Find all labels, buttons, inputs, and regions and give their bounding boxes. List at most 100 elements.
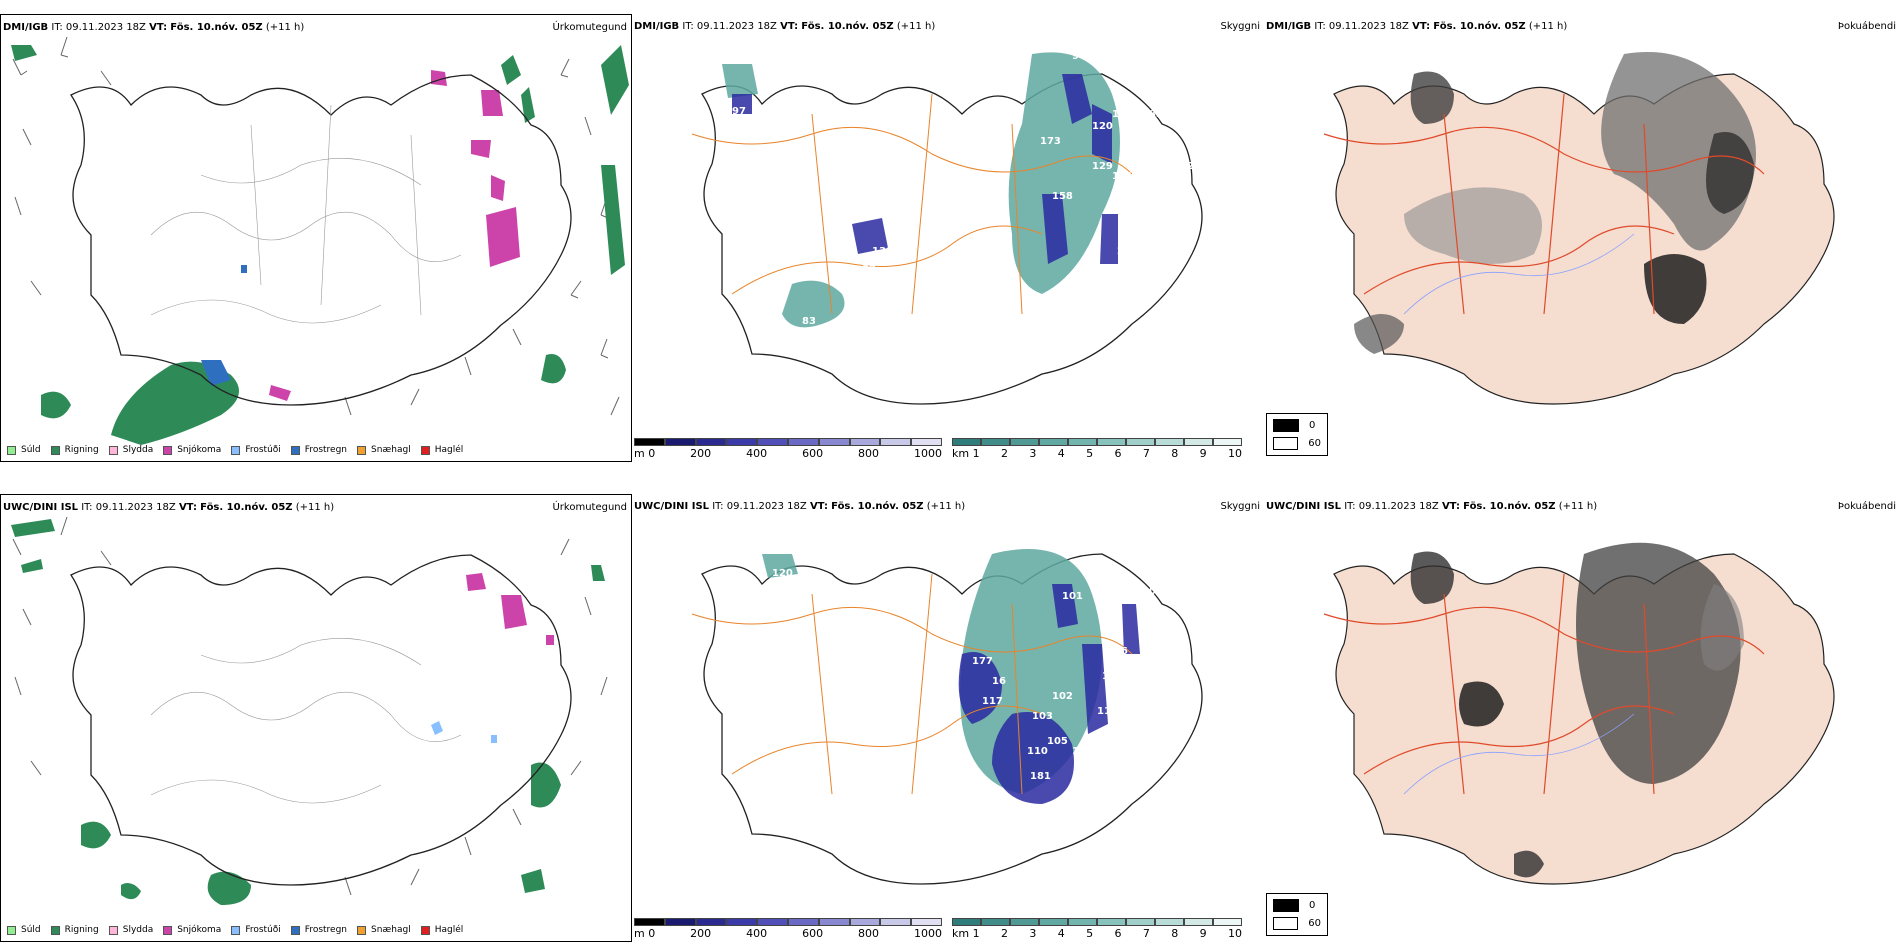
vis-value-label: 158 — [1052, 191, 1073, 202]
colorbar-cell — [849, 918, 881, 926]
legend-swatch — [357, 445, 367, 455]
vis-value-label: 117 — [1097, 706, 1118, 717]
wind-barbs — [12, 36, 620, 416]
legend-item-rigning: Rigning — [50, 925, 99, 935]
colorbar-km-ticks: km 1 2 3 4 5 6 7 8 9 10 — [952, 447, 1242, 460]
iceland-coastline — [701, 73, 1203, 405]
vis-value-label: 261 — [1087, 286, 1108, 297]
colorbar-cell — [726, 438, 758, 446]
precip-type-panel-uwc: UWC/DINI ISL IT: 09.11.2023 18Z VT: Fös.… — [0, 494, 632, 942]
vis-value-label: 201 — [1132, 226, 1153, 237]
legend-swatch — [108, 445, 118, 455]
panel-title: UWC/DINI ISL IT: 09.11.2023 18Z VT: Fös.… — [3, 502, 335, 513]
legend-swatch — [7, 925, 16, 935]
panel-title: UWC/DINI ISL IT: 09.11.2023 18Z VT: Fös.… — [634, 501, 966, 512]
colorbar-cell — [981, 438, 1010, 446]
colorbar-cell — [1155, 918, 1184, 926]
colorbar-meters — [634, 918, 942, 926]
vis-value-label: 104 — [1112, 109, 1133, 120]
wind-barbs — [12, 516, 608, 896]
vis-value-label: 83 — [802, 316, 816, 327]
legend-item-sudd: Súld — [7, 925, 41, 935]
precip-freezing-areas — [431, 721, 497, 743]
legend-swatch — [290, 445, 300, 455]
rivers — [1403, 713, 1635, 795]
vis-value-label: 105 — [1047, 736, 1068, 747]
precip-type-label: Úrkomutegund — [552, 502, 627, 513]
colorbar-cell — [952, 438, 981, 446]
legend-swatch — [50, 445, 60, 455]
vis-value-label: 173 — [1040, 136, 1061, 147]
vis-value-label: 181 — [1030, 771, 1051, 782]
vis-value-label: 72 — [1132, 71, 1146, 82]
legend-item-slydda: Slydda — [108, 445, 153, 455]
fog-panel-uwc: UWC/DINI ISL IT: 09.11.2023 18Z VT: Fös.… — [1264, 494, 1900, 942]
road-network — [691, 93, 1133, 315]
colorbar-meters — [634, 438, 942, 446]
legend-item-frostregn: Frostregn — [290, 925, 347, 935]
vis-value-label: 23 — [1142, 626, 1156, 637]
vis-value-label: 125 — [1172, 109, 1193, 120]
colorbar-cell — [1039, 438, 1068, 446]
visibility-areas-blue — [732, 74, 1118, 264]
iceland-map-precip-uwc — [11, 516, 608, 905]
vis-value-label: 222 — [1187, 161, 1208, 172]
colorbar-cell — [1010, 918, 1039, 926]
iceland-land-fill — [1333, 73, 1835, 405]
fog-legend-box: 0 60 — [1266, 893, 1328, 936]
colorbar-cell — [695, 438, 727, 446]
iceland-map-visibility-dmi: 96 72 97 104 183 125 173 120 98 129 141 … — [691, 51, 1208, 405]
vis-value-label: 126 — [782, 596, 803, 607]
fog-legend-item: 60 — [1273, 917, 1321, 930]
fog-legend-item: 0 — [1273, 899, 1321, 912]
colorbar-cell — [664, 438, 696, 446]
legend-item-frostudi: Frostúði — [231, 925, 281, 935]
colorbar-cell — [787, 438, 819, 446]
iceland-coastline — [701, 553, 1203, 885]
legend-swatch — [163, 445, 173, 455]
legend-swatch — [231, 925, 241, 935]
vis-value-label: 108 — [1102, 671, 1123, 682]
fog-legend-box: 0 60 — [1266, 413, 1328, 456]
fog-legend-item: 0 — [1273, 419, 1321, 432]
legend-swatch — [108, 925, 118, 935]
iceland-map-precip-dmi — [11, 36, 629, 445]
vis-value-label: 32 — [862, 264, 876, 275]
vis-value-label: 87 — [1112, 746, 1126, 757]
vis-value-label: 96 — [1072, 51, 1086, 62]
colorbar-cell — [1068, 438, 1097, 446]
precip-type-label: Úrkomutegund — [552, 22, 627, 33]
legend-item-frostudi: Frostúði — [231, 445, 281, 455]
inland-contours — [150, 104, 462, 324]
vis-value-label: 141 — [1112, 171, 1133, 182]
visibility-panel-dmi: 96 72 97 104 183 125 173 120 98 129 141 … — [632, 14, 1264, 462]
colorbar-cell — [664, 918, 696, 926]
vis-value-label: 202 — [932, 372, 953, 383]
visibility-areas-teal — [722, 52, 1120, 328]
fog-legend-swatch — [1273, 437, 1299, 450]
vis-value-label: 40 — [1142, 586, 1156, 597]
fog-legend-item: 60 — [1273, 437, 1321, 450]
colorbar-cell — [1126, 438, 1155, 446]
vis-value-label: 129 — [1092, 161, 1113, 172]
legend-item-haglel: Haglél — [420, 925, 463, 935]
legend-swatch — [290, 925, 300, 935]
vis-value-label: 177 — [972, 656, 993, 667]
legend-item-sudd: Súld — [7, 445, 41, 455]
inland-contours — [150, 638, 462, 804]
colorbar-cell — [1213, 918, 1242, 926]
vis-value-label: 117 — [1132, 726, 1153, 737]
iceland-map-fog-uwc — [1323, 542, 1835, 885]
colorbar-cell — [1184, 918, 1213, 926]
fog-panel-dmi: DMI/IGB IT: 09.11.2023 18Z VT: Fös. 10.n… — [1264, 14, 1900, 462]
colorbar-km-ticks: km 1 2 3 4 5 6 7 8 9 10 — [952, 927, 1242, 940]
legend-swatch — [420, 925, 430, 935]
legend-item-rigning: Rigning — [50, 445, 99, 455]
colorbar-cell — [849, 438, 881, 446]
vis-value-label: 150 — [1072, 746, 1093, 757]
colorbar-cell — [1184, 438, 1213, 446]
iceland-coastline — [70, 74, 572, 406]
panel-title: DMI/IGB IT: 09.11.2023 18Z VT: Fös. 10.n… — [634, 21, 936, 32]
legend-item-snaehagl: Snæhagl — [357, 445, 411, 455]
vis-value-label: 215 — [1147, 201, 1168, 212]
